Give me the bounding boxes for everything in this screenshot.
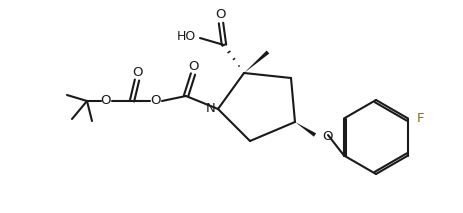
Text: N: N xyxy=(206,102,215,115)
Text: O: O xyxy=(132,66,143,79)
Text: O: O xyxy=(188,59,199,72)
Text: O: O xyxy=(100,95,111,108)
Text: F: F xyxy=(416,112,424,125)
Polygon shape xyxy=(294,122,315,137)
Text: O: O xyxy=(150,95,161,108)
Text: O: O xyxy=(321,131,332,144)
Text: HO: HO xyxy=(176,30,195,43)
Polygon shape xyxy=(244,50,269,73)
Text: O: O xyxy=(215,9,226,22)
